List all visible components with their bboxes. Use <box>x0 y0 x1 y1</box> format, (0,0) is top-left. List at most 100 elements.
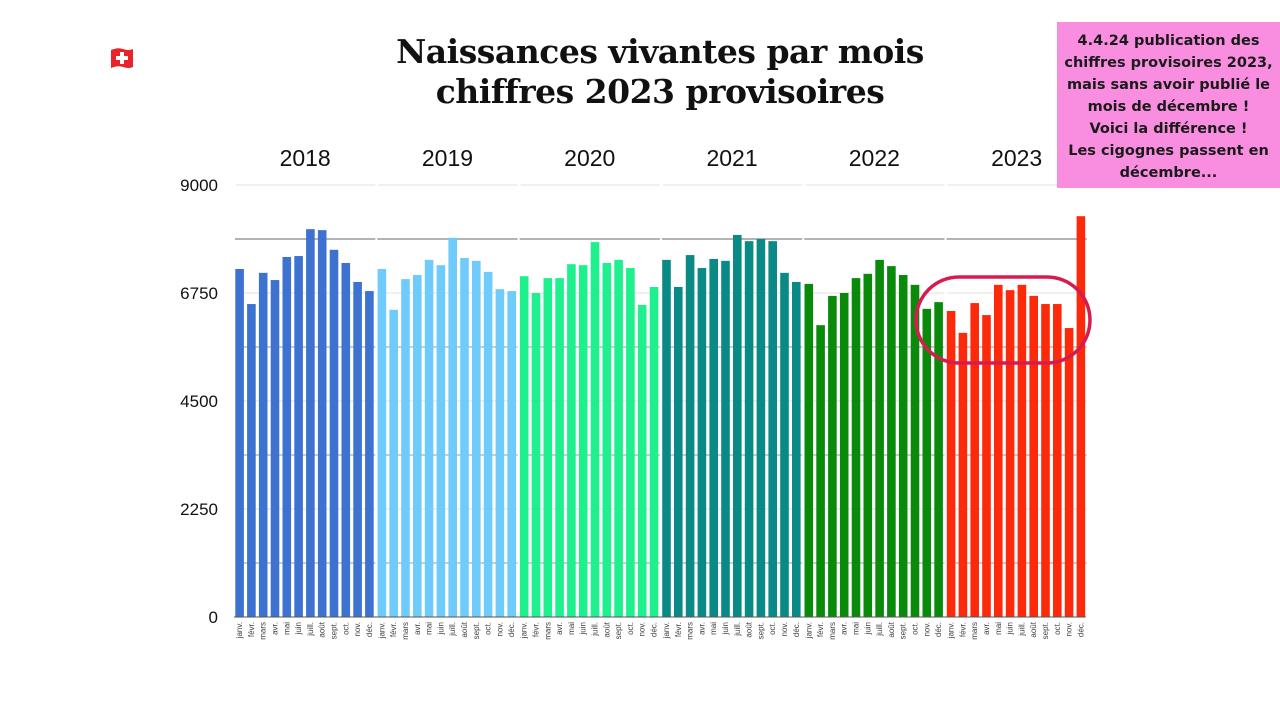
month-label: juin <box>721 622 730 635</box>
month-label: mars <box>259 622 268 640</box>
month-label: avr. <box>555 622 564 635</box>
bar-2020-5 <box>578 265 588 617</box>
bar-2022-10 <box>922 308 932 617</box>
bar-2018-5 <box>294 256 303 617</box>
bar-2021-8 <box>756 239 766 617</box>
month-label: févr. <box>816 622 825 637</box>
annotation-line: Voici la différence ! <box>1089 121 1248 137</box>
bar-2020-7 <box>602 263 612 617</box>
bar-2021-5 <box>721 260 730 617</box>
month-label: oct. <box>626 622 635 635</box>
bar-2023-0 <box>946 311 956 617</box>
bar-2019-5 <box>436 265 446 617</box>
y-tick-label: 4500 <box>180 392 218 411</box>
bar-2019-4 <box>424 259 434 617</box>
bar-2023-3 <box>982 315 991 617</box>
month-label: oct. <box>341 622 350 635</box>
annotation-line: mais sans avoir publié le <box>1066 77 1271 93</box>
month-label: avr. <box>840 622 849 635</box>
bar-2021-1 <box>674 287 683 617</box>
month-label: déc. <box>934 622 943 637</box>
bar-2019-11 <box>507 291 516 617</box>
bar-2019-9 <box>483 271 493 617</box>
bar-2023-10 <box>1064 328 1074 617</box>
month-label: janv. <box>804 622 813 639</box>
month-label: juin <box>294 622 303 635</box>
month-label: nov. <box>638 622 647 637</box>
bar-2023-5 <box>1005 290 1015 617</box>
bar-2023-9 <box>1053 304 1062 617</box>
month-label: mars <box>401 622 410 640</box>
bar-2022-0 <box>804 283 814 617</box>
bar-2022-5 <box>863 273 873 617</box>
bar-2021-4 <box>709 258 718 617</box>
bar-2020-8 <box>614 259 623 617</box>
bar-2020-10 <box>637 305 647 617</box>
month-label: août <box>745 621 754 637</box>
month-label: juin <box>436 622 445 635</box>
month-label: nov. <box>922 622 931 637</box>
bar-2019-2 <box>401 279 410 617</box>
month-label: sept. <box>330 622 339 639</box>
bar-2018-1 <box>247 304 256 617</box>
month-label: nov. <box>1065 622 1074 637</box>
bar-2023-2 <box>970 303 979 617</box>
month-label: févr. <box>958 622 967 637</box>
month-label: juill. <box>733 622 742 637</box>
bar-2022-3 <box>839 293 849 617</box>
bar-2019-6 <box>448 237 457 618</box>
annotation-line: Les cigognes passent en <box>1068 143 1269 159</box>
bar-2018-6 <box>306 229 315 617</box>
bar-2023-6 <box>1017 284 1027 617</box>
month-label: janv. <box>662 622 671 639</box>
month-label: déc. <box>507 622 516 637</box>
month-label: août <box>602 621 611 637</box>
bar-2020-4 <box>567 264 576 617</box>
month-label: févr. <box>674 622 683 637</box>
month-label: oct. <box>768 622 777 635</box>
annotation-line: décembre... <box>1119 165 1218 181</box>
month-label: juin <box>1006 622 1015 635</box>
month-label: avr. <box>271 622 280 635</box>
month-label: oct. <box>1053 622 1062 635</box>
bar-2021-6 <box>733 234 742 618</box>
month-label: sept. <box>472 622 481 639</box>
annotation-line: chiffres provisoires 2023, <box>1064 55 1273 71</box>
bar-2020-11 <box>649 287 659 617</box>
month-label: avr. <box>413 622 422 635</box>
bar-2018-11 <box>365 291 374 617</box>
annotation-line: 4.4.24 publication des <box>1077 33 1260 49</box>
bar-2018-10 <box>353 281 362 617</box>
bar-2020-9 <box>626 268 635 617</box>
annotation-line: mois de décembre ! <box>1087 99 1250 115</box>
month-label: mai <box>425 622 434 635</box>
month-label: juin <box>863 622 872 635</box>
month-label: janv. <box>520 622 529 639</box>
annotation-box: 4.4.24 publication des chiffres provisoi… <box>1057 22 1280 188</box>
bar-2022-4 <box>851 278 861 617</box>
month-label: oct. <box>911 622 920 635</box>
year-label: 2018 <box>280 145 331 171</box>
bar-2020-3 <box>555 278 564 617</box>
month-label: févr. <box>532 622 541 637</box>
month-label: mars <box>970 622 979 640</box>
month-label: sept. <box>614 622 623 639</box>
month-label: déc. <box>650 622 659 637</box>
bar-2018-4 <box>282 257 292 617</box>
month-label: mai <box>709 622 718 635</box>
bar-2020-0 <box>519 276 529 617</box>
bar-2021-3 <box>697 268 707 617</box>
month-label: juin <box>579 622 588 635</box>
month-label: nov. <box>495 622 504 637</box>
month-label: juill. <box>1017 622 1026 637</box>
y-tick-label: 9000 <box>180 176 218 195</box>
month-label: sept. <box>1041 622 1050 639</box>
month-label: août <box>460 621 469 637</box>
month-label: nov. <box>780 622 789 637</box>
month-label: août <box>318 621 327 637</box>
month-label: mai <box>567 622 576 635</box>
bar-2021-9 <box>768 241 777 617</box>
bar-2019-0 <box>377 269 387 617</box>
bar-2019-7 <box>460 257 469 617</box>
